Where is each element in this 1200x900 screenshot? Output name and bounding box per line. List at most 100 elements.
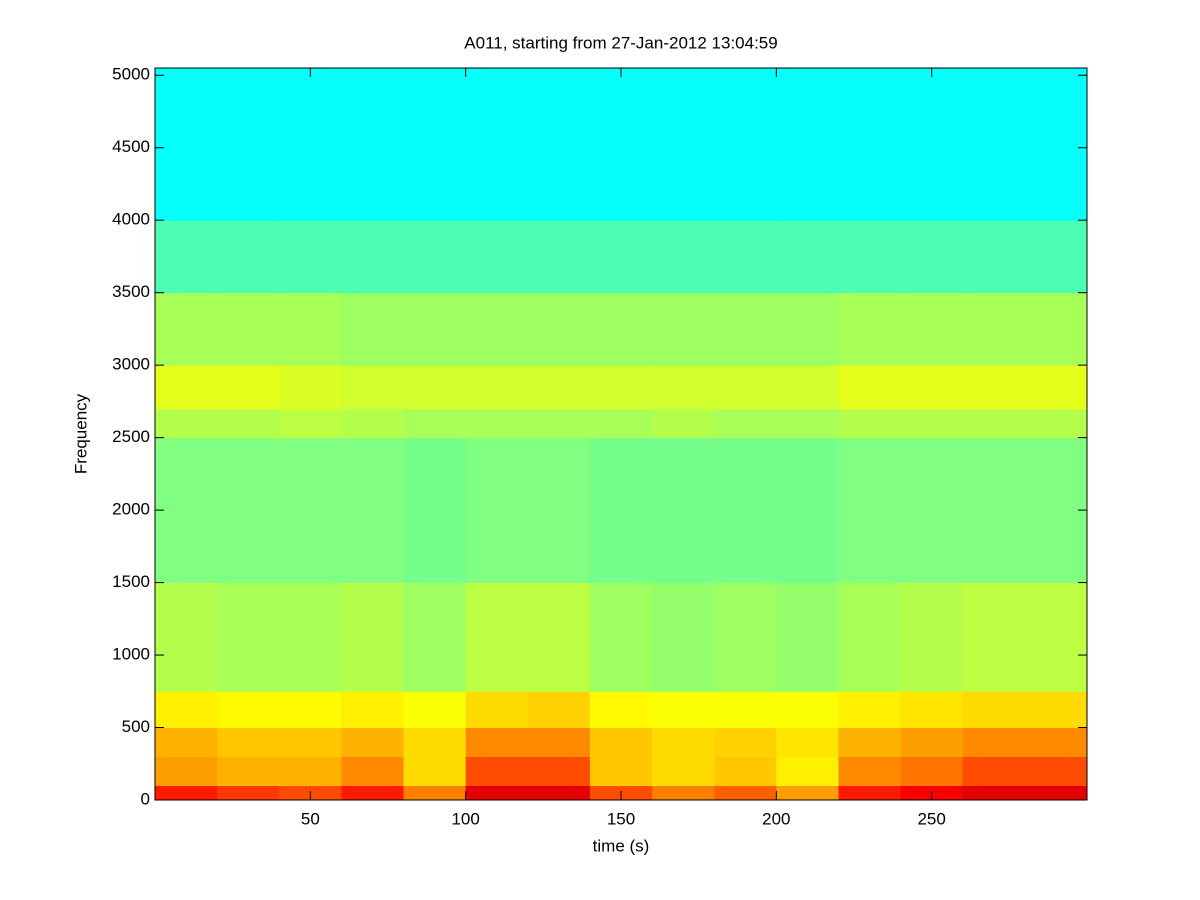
heatmap-cell	[527, 727, 591, 758]
heatmap-cell	[652, 292, 715, 366]
heatmap-cell	[279, 727, 342, 758]
heatmap-cell	[155, 691, 218, 729]
y-tick-label: 2000	[112, 500, 150, 519]
heatmap-cell	[714, 727, 777, 758]
heatmap-cell	[279, 756, 342, 787]
y-tick-label: 5000	[112, 65, 150, 84]
y-tick-label: 4000	[112, 210, 150, 229]
heatmap-cell	[403, 408, 467, 439]
heatmap-cell	[900, 292, 964, 366]
chart-title: A011, starting from 27-Jan-2012 13:04:59	[464, 33, 777, 52]
heatmap-cell	[776, 727, 839, 758]
heatmap-cell	[527, 220, 591, 294]
heatmap-cell	[403, 220, 467, 294]
heatmap-cell	[714, 68, 777, 221]
heatmap-cell	[465, 68, 529, 221]
heatmap-cell	[403, 756, 467, 787]
heatmap-cell	[217, 408, 280, 439]
heatmap-cell	[776, 582, 839, 692]
x-tick-label: 100	[451, 809, 479, 828]
heatmap-cell	[838, 437, 902, 584]
heatmap-cell	[652, 691, 715, 729]
heatmap-cell	[900, 68, 964, 221]
heatmap-cell	[589, 437, 653, 584]
heatmap-cell	[838, 220, 902, 294]
x-tick-label: 200	[762, 809, 790, 828]
heatmap-cell	[1024, 408, 1088, 439]
heatmap-cell	[1024, 292, 1088, 366]
heatmap-cell	[465, 727, 529, 758]
heatmap-cell	[652, 408, 715, 439]
y-tick-label: 1500	[112, 572, 150, 591]
heatmap-cell	[589, 365, 653, 410]
heatmap-cell	[217, 220, 280, 294]
y-tick-label: 1000	[112, 645, 150, 664]
heatmap	[155, 68, 1088, 801]
heatmap-cell	[776, 365, 839, 410]
heatmap-cell	[900, 220, 964, 294]
y-tick-label: 3500	[112, 282, 150, 301]
heatmap-cell	[1024, 437, 1088, 584]
heatmap-cell	[652, 582, 715, 692]
heatmap-cell	[652, 785, 715, 801]
heatmap-cell	[341, 437, 405, 584]
heatmap-cell	[900, 582, 964, 692]
heatmap-cell	[838, 365, 902, 410]
heatmap-cell	[217, 727, 280, 758]
heatmap-cell	[652, 727, 715, 758]
heatmap-cell	[341, 220, 405, 294]
heatmap-cell	[279, 68, 342, 221]
heatmap-cell	[217, 68, 280, 221]
heatmap-cell	[527, 437, 591, 584]
heatmap-cell	[465, 220, 529, 294]
heatmap-cell	[962, 220, 1026, 294]
heatmap-cell	[217, 785, 280, 801]
heatmap-cell	[527, 408, 591, 439]
heatmap-cell	[962, 691, 1026, 729]
y-tick-label: 3000	[112, 355, 150, 374]
heatmap-cell	[589, 220, 653, 294]
heatmap-cell	[155, 756, 218, 787]
heatmap-cell	[341, 68, 405, 221]
heatmap-cell	[465, 582, 529, 692]
heatmap-cell	[900, 365, 964, 410]
heatmap-cell	[279, 582, 342, 692]
heatmap-cell	[155, 785, 218, 801]
heatmap-cell	[341, 292, 405, 366]
heatmap-cell	[341, 365, 405, 410]
heatmap-cell	[838, 408, 902, 439]
heatmap-cell	[652, 756, 715, 787]
heatmap-cell	[900, 437, 964, 584]
heatmap-cell	[1024, 68, 1088, 221]
heatmap-cell	[403, 365, 467, 410]
heatmap-cell	[527, 756, 591, 787]
heatmap-cell	[900, 727, 964, 758]
heatmap-cell	[838, 727, 902, 758]
heatmap-cell	[1024, 582, 1088, 692]
heatmap-cell	[155, 365, 218, 410]
y-tick-label: 0	[141, 789, 150, 808]
x-tick-label: 50	[301, 809, 320, 828]
heatmap-cell	[962, 785, 1026, 801]
heatmap-cell	[279, 292, 342, 366]
heatmap-cell	[714, 691, 777, 729]
heatmap-cell	[279, 220, 342, 294]
heatmap-cell	[465, 408, 529, 439]
heatmap-cell	[1024, 756, 1088, 787]
heatmap-cell	[776, 437, 839, 584]
heatmap-cell	[900, 756, 964, 787]
heatmap-cell	[589, 582, 653, 692]
y-tick-label: 4500	[112, 137, 150, 156]
heatmap-cell	[589, 691, 653, 729]
heatmap-cell	[962, 756, 1026, 787]
heatmap-cell	[155, 437, 218, 584]
heatmap-cell	[341, 727, 405, 758]
y-tick-label: 2500	[112, 427, 150, 446]
heatmap-cell	[403, 785, 467, 801]
heatmap-cell	[1024, 785, 1088, 801]
heatmap-cell	[589, 68, 653, 221]
heatmap-cell	[403, 727, 467, 758]
heatmap-cell	[403, 292, 467, 366]
heatmap-cell	[776, 220, 839, 294]
heatmap-cell	[279, 437, 342, 584]
